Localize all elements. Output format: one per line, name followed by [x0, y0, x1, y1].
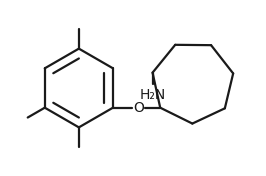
Text: H₂N: H₂N — [139, 88, 166, 102]
Text: O: O — [133, 101, 144, 115]
